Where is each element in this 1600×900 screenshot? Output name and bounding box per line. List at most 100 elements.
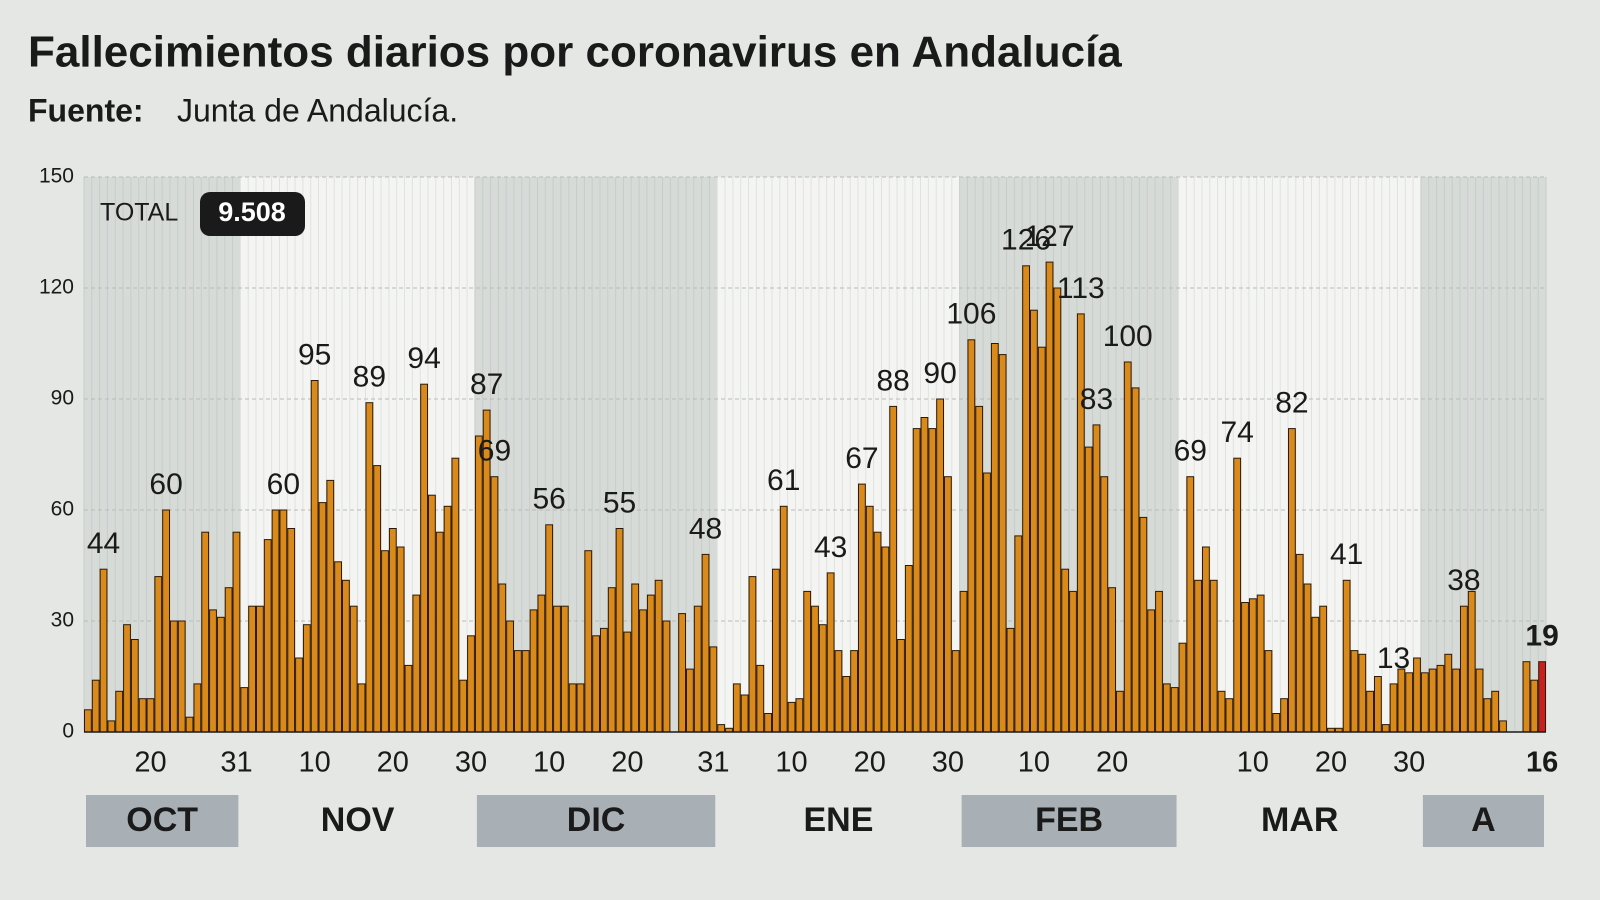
- bar: [748, 576, 757, 733]
- value-label: 127: [1025, 220, 1075, 253]
- bar: [865, 505, 874, 733]
- bar: [1350, 650, 1359, 733]
- bar: [850, 650, 859, 733]
- value-label: 56: [532, 483, 565, 516]
- bar: [951, 650, 960, 733]
- bar: [1186, 476, 1195, 733]
- bar: [1045, 261, 1054, 733]
- bar: [1389, 683, 1398, 733]
- bar: [740, 694, 749, 733]
- bar: [529, 609, 538, 733]
- bar: [107, 720, 116, 733]
- bar: [1499, 720, 1507, 733]
- value-label: 87: [470, 368, 503, 401]
- bar: [1491, 690, 1500, 733]
- bar: [334, 561, 343, 733]
- bar: [1014, 535, 1023, 733]
- x-tick-label: 10: [1237, 747, 1269, 779]
- bar: [459, 679, 468, 733]
- bar: [1123, 361, 1132, 733]
- bar: [1162, 683, 1171, 733]
- bar: [357, 683, 366, 733]
- bar: [302, 624, 311, 733]
- bar: [263, 539, 272, 733]
- bar: [1202, 546, 1210, 733]
- bar: [1108, 587, 1116, 733]
- value-label: 82: [1275, 387, 1308, 420]
- x-tick-label: 20: [1096, 747, 1128, 779]
- value-label: 88: [876, 364, 909, 397]
- bar: [1037, 346, 1046, 733]
- bar: [365, 402, 374, 733]
- x-tick-label: 10: [533, 747, 565, 779]
- value-label: 19: [1525, 620, 1558, 653]
- x-tick-label: 10: [1018, 747, 1050, 779]
- bar: [615, 528, 624, 733]
- bar: [537, 594, 546, 733]
- bar: [1342, 579, 1351, 733]
- bar: [560, 605, 569, 733]
- bar: [248, 605, 257, 733]
- bar: [1452, 668, 1460, 733]
- bar: [1092, 424, 1101, 733]
- bar: [654, 579, 663, 733]
- total-label: TOTAL: [100, 199, 178, 227]
- bar: [349, 605, 358, 733]
- bar: [803, 590, 812, 733]
- bar: [959, 590, 968, 733]
- chart-title: Fallecimientos diarios por coronavirus e…: [28, 28, 1122, 77]
- x-tick-label: 31: [697, 747, 729, 779]
- bar: [576, 683, 585, 733]
- x-tick-label: 20: [134, 747, 166, 779]
- bar: [904, 565, 913, 733]
- bar: [779, 505, 788, 733]
- bar: [1420, 672, 1429, 733]
- bar: [912, 428, 921, 733]
- bar: [467, 635, 475, 733]
- bar: [811, 605, 819, 733]
- value-label: 44: [87, 527, 120, 560]
- bar: [1264, 650, 1273, 733]
- bar: [232, 531, 241, 733]
- bar: [936, 398, 945, 733]
- bar: [678, 613, 687, 733]
- bar: [1116, 690, 1124, 733]
- bar: [1475, 668, 1484, 733]
- bar: [1225, 698, 1234, 733]
- source-label: Fuente:: [28, 92, 144, 128]
- bar: [1022, 265, 1031, 733]
- bar: [662, 620, 671, 733]
- bar: [1460, 605, 1468, 733]
- bar: [138, 698, 147, 733]
- value-label: 106: [946, 298, 996, 331]
- bar: [975, 405, 984, 733]
- bar: [834, 650, 843, 733]
- bar: [91, 679, 100, 733]
- bar: [873, 531, 882, 733]
- bar: [170, 620, 178, 733]
- bar: [216, 616, 225, 733]
- x-tick-label: 10: [299, 747, 331, 779]
- bar: [287, 528, 296, 733]
- bar: [435, 531, 444, 733]
- x-tick-label: 30: [1393, 747, 1425, 779]
- bar: [123, 624, 131, 733]
- bar: [639, 609, 647, 733]
- bar: [920, 417, 929, 733]
- bar: [990, 343, 999, 733]
- value-label: 95: [298, 338, 331, 371]
- bar: [1397, 668, 1406, 733]
- value-label: 94: [407, 342, 440, 375]
- value-label: 55: [603, 486, 636, 519]
- bar: [1405, 672, 1414, 733]
- bar: [193, 683, 202, 733]
- bar: [584, 550, 593, 733]
- bar: [701, 553, 710, 733]
- x-tick-label: 20: [611, 747, 643, 779]
- bar: [756, 664, 765, 733]
- bar: [1303, 583, 1312, 733]
- bar: [1272, 713, 1281, 733]
- bar: [130, 639, 139, 733]
- bar: [1413, 657, 1421, 733]
- bar: [201, 531, 210, 733]
